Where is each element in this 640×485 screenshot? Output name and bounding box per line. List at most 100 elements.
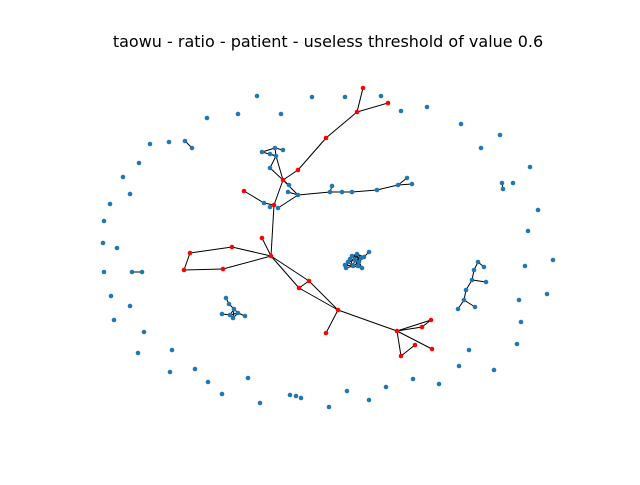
- graph-edge: [325, 309, 339, 334]
- red-node: [428, 317, 434, 323]
- blue-node: [295, 192, 301, 198]
- red-node: [354, 109, 360, 115]
- graph-edge: [397, 183, 413, 186]
- blue-node: [227, 312, 233, 318]
- blue-node: [398, 108, 404, 114]
- blue-node: [127, 303, 133, 309]
- red-node: [385, 100, 391, 106]
- red-node: [259, 235, 265, 241]
- blue-node: [327, 189, 333, 195]
- blue-node: [525, 228, 531, 234]
- graph-edge: [282, 169, 299, 181]
- blue-node: [329, 183, 335, 189]
- graph-edge: [261, 237, 272, 257]
- blue-node: [356, 259, 362, 265]
- blue-node: [230, 315, 236, 321]
- blue-node: [456, 363, 462, 369]
- blue-node: [111, 317, 117, 323]
- blue-node: [409, 181, 415, 187]
- blue-node: [120, 174, 126, 180]
- blue-node: [436, 381, 442, 387]
- blue-node: [139, 269, 145, 275]
- blue-node: [344, 388, 350, 394]
- graph-edge: [400, 344, 416, 357]
- blue-node: [166, 139, 172, 145]
- blue-node: [100, 240, 106, 246]
- blue-node: [500, 186, 506, 192]
- blue-node: [286, 182, 292, 188]
- blue-node: [424, 104, 430, 110]
- blue-node: [518, 319, 524, 325]
- blue-node: [254, 93, 260, 99]
- blue-node: [550, 257, 556, 263]
- graph-edge: [351, 189, 378, 193]
- blue-node: [242, 313, 248, 319]
- red-node: [271, 202, 277, 208]
- blue-node: [349, 189, 355, 195]
- blue-node: [107, 201, 113, 207]
- graph-edge: [270, 255, 300, 289]
- blue-node: [472, 304, 478, 310]
- blue-node: [226, 301, 232, 307]
- blue-node: [522, 263, 528, 269]
- blue-node: [355, 263, 361, 269]
- red-node: [220, 266, 226, 272]
- blue-node: [352, 257, 358, 263]
- blue-node: [461, 297, 467, 303]
- blue-node: [287, 392, 293, 398]
- graph-edge: [189, 246, 233, 254]
- blue-node: [350, 263, 356, 269]
- blue-node: [475, 259, 481, 265]
- graph-edge: [243, 190, 265, 204]
- graph-edge: [270, 255, 310, 282]
- blue-node: [219, 311, 225, 317]
- graph-edge: [337, 309, 398, 332]
- blue-node: [259, 149, 265, 155]
- blue-node: [192, 366, 198, 372]
- blue-node: [514, 341, 520, 347]
- red-node: [181, 267, 187, 273]
- blue-node: [378, 93, 384, 99]
- blue-node: [527, 164, 533, 170]
- blue-node: [293, 393, 299, 399]
- blue-node: [463, 287, 469, 293]
- graph-edge: [183, 252, 191, 271]
- blue-node: [343, 265, 349, 271]
- blue-node: [544, 291, 550, 297]
- blue-node: [267, 151, 273, 157]
- blue-node: [483, 279, 489, 285]
- blue-node: [361, 254, 367, 260]
- graph-edge: [356, 87, 364, 113]
- red-node: [398, 353, 404, 359]
- blue-node: [366, 397, 372, 403]
- blue-node: [108, 293, 114, 299]
- blue-node: [516, 297, 522, 303]
- blue-node: [278, 111, 284, 117]
- blue-node: [204, 115, 210, 121]
- blue-node: [273, 153, 279, 159]
- blue-node: [127, 191, 133, 197]
- graph-edge: [298, 287, 339, 311]
- blue-node: [223, 295, 229, 301]
- graph-edge: [297, 137, 327, 171]
- blue-node: [535, 207, 541, 213]
- blue-node: [466, 347, 472, 353]
- graph-edge: [396, 326, 423, 332]
- graph-edge: [273, 179, 284, 206]
- red-node: [187, 250, 193, 256]
- red-node: [323, 330, 329, 336]
- blue-node: [231, 306, 237, 312]
- blue-node: [410, 376, 416, 382]
- blue-node: [298, 395, 304, 401]
- blue-node: [267, 204, 273, 210]
- graph-edge: [231, 246, 272, 257]
- blue-node: [257, 400, 263, 406]
- blue-node: [219, 391, 225, 397]
- blue-node: [267, 165, 273, 171]
- blue-node: [510, 180, 516, 186]
- red-node: [323, 135, 329, 141]
- blue-node: [455, 306, 461, 312]
- graph-edge: [275, 155, 284, 181]
